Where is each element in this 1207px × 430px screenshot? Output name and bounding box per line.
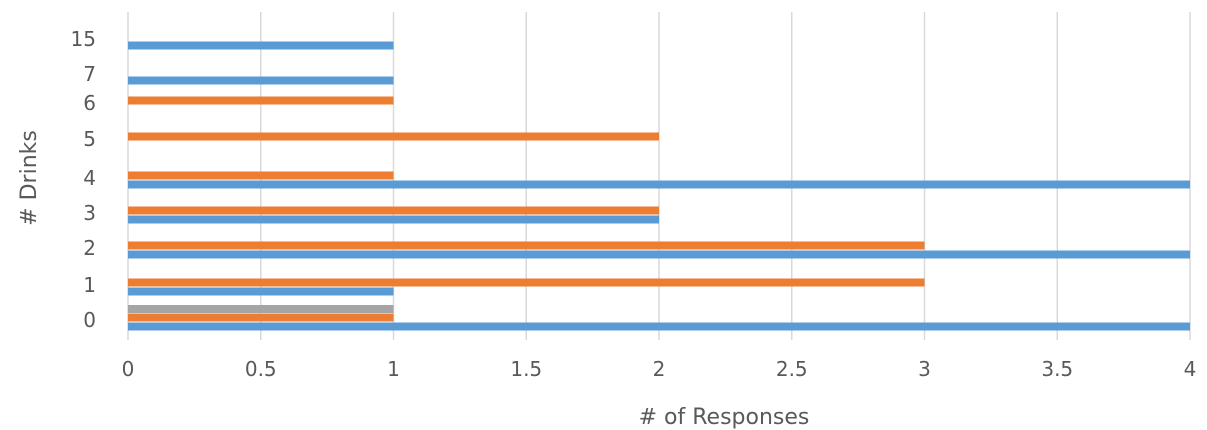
bar-layer [128, 41, 1190, 331]
bar-series-0-cat-0 [128, 322, 1190, 331]
y-tick-label: 4 [83, 166, 96, 190]
bar-series-1-cat-1 [128, 278, 925, 287]
bar-series-0-cat-7 [128, 76, 394, 85]
y-tick-label: 1 [83, 273, 96, 297]
x-tick-label: 4 [1184, 357, 1197, 381]
x-tick-label: 3.5 [1041, 357, 1073, 381]
grid-layer [127, 12, 1191, 340]
x-axis-title: # of Responses [639, 405, 810, 430]
y-tick-label: 3 [83, 201, 96, 225]
bar-series-0-cat-1 [128, 287, 394, 296]
x-tick-label: 0.5 [245, 357, 277, 381]
bar-series-1-cat-3 [128, 206, 659, 215]
bar-series-0-cat-15 [128, 41, 394, 50]
x-tick-label: 3 [918, 357, 931, 381]
bar-series-1-cat-2 [128, 241, 925, 250]
y-tick-label: 7 [83, 62, 96, 86]
x-tick-label: 2.5 [776, 357, 808, 381]
x-tick-label: 1.5 [510, 357, 542, 381]
bar-series-0-cat-3 [128, 215, 659, 224]
y-tick-label: 6 [83, 91, 96, 115]
bar-series-1-cat-0 [128, 313, 394, 322]
bar-series-1-cat-6 [128, 96, 394, 105]
x-tick-labels: 0 0.5 1 1.5 2 2.5 3 3.5 4 [122, 357, 1197, 381]
y-tick-label: 0 [83, 308, 96, 332]
y-tick-label: 15 [71, 27, 96, 51]
bar-series-1-cat-5 [128, 132, 659, 141]
y-tick-labels: 0 1 2 3 4 5 6 7 15 [71, 27, 96, 332]
y-axis-title: # Drinks [17, 130, 42, 226]
y-tick-label: 5 [83, 127, 96, 151]
bar-series-2-cat-0 [128, 305, 394, 313]
bar-series-1-cat-4 [128, 171, 394, 180]
bar-series-0-cat-4 [128, 180, 1190, 189]
y-tick-label: 2 [83, 236, 96, 260]
x-tick-label: 1 [387, 357, 400, 381]
bar-series-0-cat-2 [128, 250, 1190, 259]
x-tick-label: 2 [653, 357, 666, 381]
x-tick-label: 0 [122, 357, 135, 381]
